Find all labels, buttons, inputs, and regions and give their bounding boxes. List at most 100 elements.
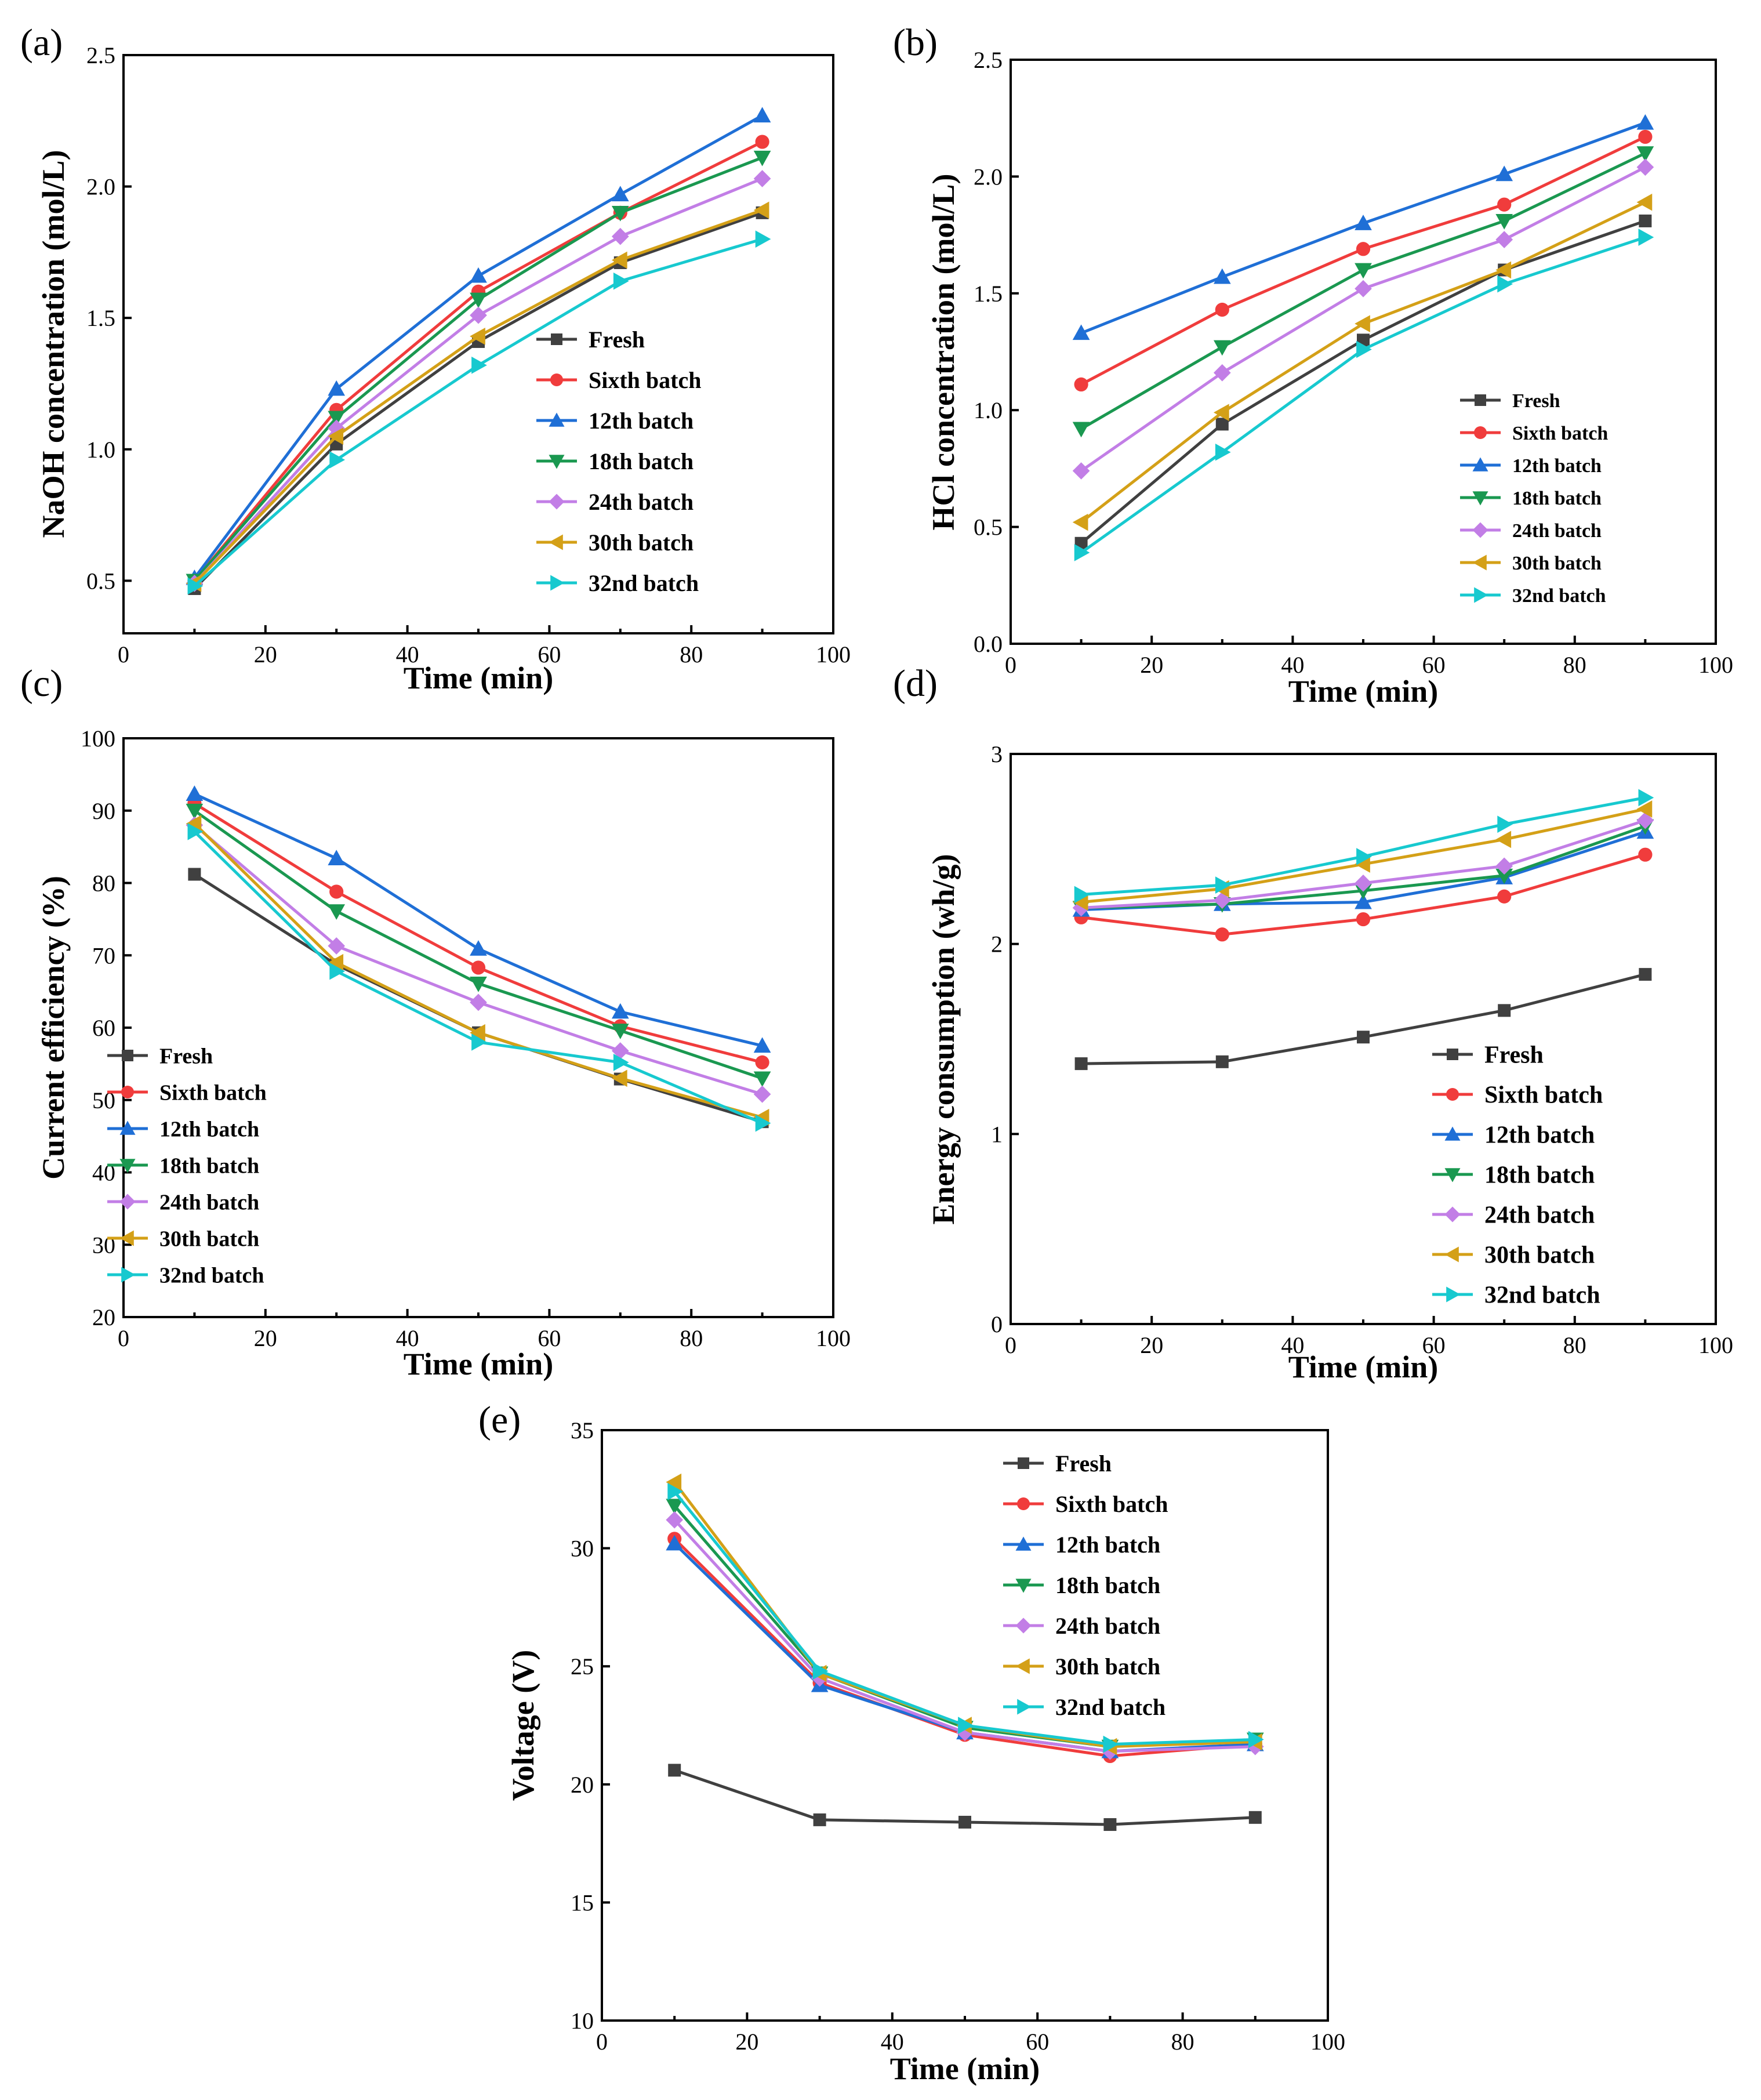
data-point bbox=[753, 201, 769, 219]
data-point bbox=[613, 272, 629, 290]
y-axis-title: NaOH concentration (mol/L) bbox=[36, 150, 71, 538]
data-point bbox=[958, 1717, 974, 1734]
series-32nd-batch bbox=[187, 823, 771, 1132]
data-point bbox=[1215, 1055, 1229, 1068]
data-point bbox=[1498, 1004, 1511, 1017]
legend-marker bbox=[551, 333, 562, 345]
data-point bbox=[1072, 513, 1088, 531]
chart-panel-b: (b) 0 20 40 60 80 100 0.0 0.5 1.0 1.5 2.0 2.5 Time (m… bbox=[893, 21, 1733, 709]
y-tick-label: 30 bbox=[571, 1536, 594, 1562]
x-tick-label: 60 bbox=[538, 1325, 561, 1351]
legend-marker bbox=[122, 1050, 133, 1061]
data-point bbox=[755, 230, 771, 248]
data-point bbox=[1636, 158, 1654, 176]
legend-marker bbox=[1474, 426, 1487, 439]
data-point bbox=[1636, 193, 1653, 211]
legend-marker bbox=[549, 494, 565, 510]
legend-marker bbox=[1472, 554, 1487, 571]
y-tick-label: 20 bbox=[92, 1304, 115, 1330]
legend-marker bbox=[119, 1230, 134, 1246]
x-tick-label: 20 bbox=[1140, 652, 1163, 678]
data-point bbox=[1495, 231, 1513, 249]
legend-marker bbox=[1015, 1617, 1032, 1634]
data-point bbox=[186, 785, 204, 801]
chart-panel-a: (a) 0 20 40 60 80 100 0.5 1.0 1.5 2.0 2.5 Time (min)… bbox=[20, 21, 851, 695]
legend-label: Sixth batch bbox=[159, 1080, 267, 1105]
y-tick-label: 35 bbox=[571, 1417, 594, 1443]
data-point bbox=[666, 1473, 682, 1491]
y-tick-label: 25 bbox=[571, 1653, 594, 1680]
x-axis-title: Time (min) bbox=[1288, 1350, 1438, 1384]
x-tick-label: 20 bbox=[735, 2029, 758, 2055]
data-point bbox=[1497, 197, 1512, 212]
legend-marker bbox=[119, 1120, 136, 1135]
data-point bbox=[611, 186, 629, 202]
data-point bbox=[1072, 893, 1088, 911]
legend-label: Sixth batch bbox=[589, 367, 702, 393]
series-fresh bbox=[668, 1764, 1262, 1831]
legend-marker bbox=[550, 373, 563, 386]
legend-label: 30th batch bbox=[1484, 1242, 1595, 1269]
x-tick-label: 20 bbox=[1140, 1332, 1163, 1358]
series-line bbox=[673, 1542, 1255, 1753]
data-point bbox=[668, 1764, 681, 1777]
legend-marker bbox=[1447, 1049, 1458, 1060]
x-tick-label: 40 bbox=[881, 2029, 904, 2055]
panel-label: (b) bbox=[893, 21, 938, 64]
series-line bbox=[673, 1519, 1255, 1753]
legend-marker bbox=[119, 1159, 136, 1173]
data-point bbox=[1638, 789, 1654, 807]
y-axis-title: Voltage (V) bbox=[506, 1650, 540, 1801]
legend-label: 32nd batch bbox=[1055, 1694, 1165, 1720]
y-axis-title: HCl concentration (mol/L) bbox=[926, 174, 961, 531]
data-point bbox=[1213, 268, 1231, 284]
y-tick-label: 1.5 bbox=[974, 281, 1003, 307]
x-tick-label: 100 bbox=[1698, 1332, 1733, 1358]
x-tick-label: 20 bbox=[254, 641, 277, 668]
y-tick-label: 2 bbox=[991, 931, 1003, 957]
series-30th-batch bbox=[1072, 193, 1653, 531]
data-point bbox=[328, 380, 346, 396]
data-point bbox=[1215, 876, 1231, 894]
data-point bbox=[753, 107, 771, 123]
data-point bbox=[1103, 1735, 1119, 1753]
data-point bbox=[186, 815, 202, 833]
legend-marker bbox=[1015, 1536, 1032, 1551]
panel-label: (a) bbox=[20, 21, 63, 64]
legend-marker bbox=[1017, 1699, 1032, 1715]
data-point bbox=[1355, 280, 1372, 298]
data-point bbox=[187, 577, 204, 595]
x-tick-label: 40 bbox=[1281, 1332, 1304, 1358]
data-point bbox=[1636, 114, 1654, 130]
legend-label: 12th batch bbox=[159, 1117, 259, 1141]
series-12th-batch bbox=[1072, 114, 1654, 340]
data-point bbox=[1074, 544, 1090, 561]
series-line bbox=[1081, 973, 1646, 1065]
data-point bbox=[666, 1535, 684, 1551]
legend-label: 12th batch bbox=[589, 408, 693, 434]
legend-label: Fresh bbox=[589, 327, 645, 353]
legend: Fresh Sixth batch 12th batch 18th batch 24th… bbox=[107, 1044, 267, 1287]
series-32nd-batch bbox=[667, 1483, 1264, 1753]
data-point bbox=[1355, 874, 1372, 892]
y-tick-label: 100 bbox=[81, 726, 115, 752]
y-tick-label: 0 bbox=[991, 1311, 1003, 1337]
data-point bbox=[1355, 263, 1372, 279]
legend-label: 24th batch bbox=[1484, 1202, 1595, 1229]
data-point bbox=[1213, 340, 1231, 356]
y-tick-label: 2.5 bbox=[86, 42, 115, 68]
x-axis-title: Time (min) bbox=[1288, 674, 1438, 709]
legend-marker bbox=[1446, 1088, 1459, 1101]
data-point bbox=[1356, 340, 1372, 358]
y-tick-label: 0.5 bbox=[974, 514, 1003, 541]
series-12th-batch bbox=[186, 785, 771, 1053]
legend-marker bbox=[119, 1194, 136, 1210]
legend-label: 32nd batch bbox=[1484, 1282, 1600, 1309]
data-point bbox=[1248, 1731, 1264, 1749]
data-point bbox=[813, 1813, 826, 1826]
series-18th-batch bbox=[1072, 146, 1654, 438]
data-point bbox=[1355, 215, 1372, 230]
x-tick-label: 20 bbox=[254, 1325, 277, 1351]
series-line bbox=[193, 209, 763, 585]
